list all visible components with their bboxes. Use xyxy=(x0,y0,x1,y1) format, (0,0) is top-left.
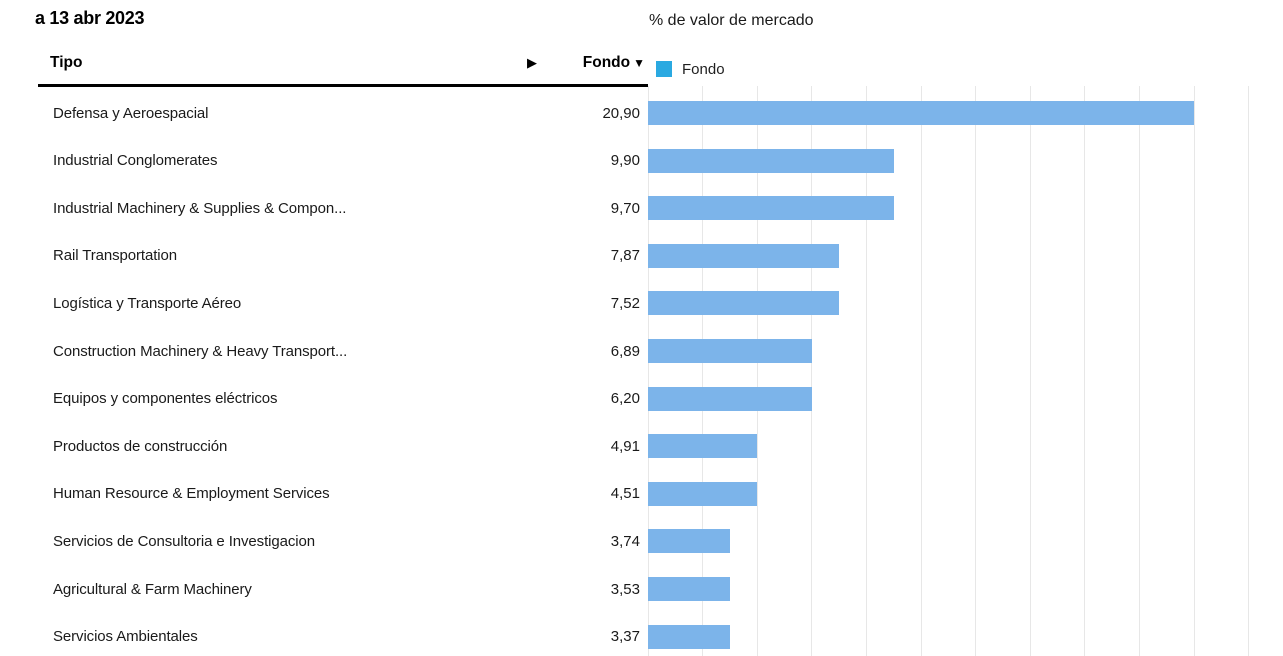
fondo-bar[interactable] xyxy=(648,196,894,221)
fondo-value: 6,89 xyxy=(610,342,640,360)
table-row: Productos de construcción 4,91 xyxy=(53,422,640,470)
fondo-value: 4,91 xyxy=(610,437,640,455)
fondo-bar[interactable] xyxy=(648,529,730,554)
fondo-bar[interactable] xyxy=(648,291,840,316)
fondo-bar[interactable] xyxy=(648,624,730,649)
sector-label: Equipos y componentes eléctricos xyxy=(53,390,278,408)
sector-label: Human Resource & Employment Services xyxy=(53,485,330,503)
grid-line xyxy=(975,86,977,656)
fondo-bar[interactable] xyxy=(648,434,758,459)
as-of-date: a 13 abr 2023 xyxy=(35,8,145,28)
column-header-fondo-label: Fondo xyxy=(582,54,631,71)
grid-line xyxy=(1029,86,1031,656)
fondo-value: 4,51 xyxy=(610,485,640,503)
legend-label: Fondo xyxy=(682,61,725,78)
grid-line xyxy=(920,86,922,656)
fondo-value: 7,87 xyxy=(610,247,640,265)
sector-label: Servicios Ambientales xyxy=(53,628,198,646)
grid-line xyxy=(647,86,649,656)
table-row: Industrial Machinery & Supplies & Compon… xyxy=(53,184,640,232)
grid-line xyxy=(702,86,704,656)
table-row: Construction Machinery & Heavy Transport… xyxy=(53,327,640,375)
grid-line xyxy=(1138,86,1140,656)
table-row: Logística y Transporte Aéreo 7,52 xyxy=(53,279,640,327)
fondo-value: 9,70 xyxy=(610,199,640,217)
sector-label: Productos de construcción xyxy=(53,437,228,455)
grid-line xyxy=(756,86,758,656)
table-row: Industrial Conglomerates 9,90 xyxy=(53,137,640,185)
fondo-bar[interactable] xyxy=(648,577,730,601)
column-header-tipo[interactable]: Tipo xyxy=(50,54,83,71)
fondo-value: 6,20 xyxy=(610,390,640,408)
chart-title: % de valor de mercado xyxy=(649,12,814,29)
fondo-value: 7,52 xyxy=(610,294,640,312)
grid-line xyxy=(865,86,867,656)
fondo-bar[interactable] xyxy=(648,243,840,268)
sector-label: Construction Machinery & Heavy Transport… xyxy=(53,342,348,360)
sort-desc-icon: ▼ xyxy=(633,56,645,70)
fondo-bar[interactable] xyxy=(648,481,758,506)
table-row: Servicios Ambientales 3,37 xyxy=(53,613,640,656)
fondo-value: 3,53 xyxy=(610,580,640,598)
sector-label: Defensa y Aeroespacial xyxy=(53,104,209,122)
fondo-value: 3,37 xyxy=(610,628,640,646)
table-row: Servicios de Consultoria e Investigacion… xyxy=(53,517,640,565)
sector-label: Agricultural & Farm Machinery xyxy=(53,580,252,598)
fondo-bar[interactable] xyxy=(648,386,812,411)
table-row: Defensa y Aeroespacial 20,90 xyxy=(53,89,640,137)
expand-columns-icon[interactable]: ▶ xyxy=(527,55,537,70)
fondo-value: 3,74 xyxy=(610,532,640,550)
fondo-value: 9,90 xyxy=(610,152,640,170)
sector-label: Servicios de Consultoria e Investigacion xyxy=(53,532,315,550)
grid-line xyxy=(1084,86,1086,656)
sector-label: Industrial Machinery & Supplies & Compon… xyxy=(53,199,347,217)
sector-label: Industrial Conglomerates xyxy=(53,152,218,170)
sector-label: Rail Transportation xyxy=(53,247,177,265)
table-row: Equipos y componentes eléctricos 6,20 xyxy=(53,375,640,423)
chart-legend-item-fondo[interactable]: Fondo xyxy=(656,60,725,78)
fondo-bar[interactable] xyxy=(648,339,812,363)
table-row: Agricultural & Farm Machinery 3,53 xyxy=(53,565,640,613)
fondo-bar[interactable] xyxy=(648,101,1194,125)
grid-line xyxy=(1193,86,1195,656)
legend-swatch-icon xyxy=(656,60,672,77)
grid-line xyxy=(1248,86,1250,656)
table-row: Rail Transportation 7,87 xyxy=(53,232,640,280)
fondo-bar[interactable] xyxy=(648,148,894,173)
column-header-fondo[interactable]: Fondo ▼ xyxy=(500,54,645,72)
grid-line xyxy=(811,86,813,656)
fondo-value: 20,90 xyxy=(602,104,640,122)
table-row: Human Resource & Employment Services 4,51 xyxy=(53,470,640,518)
header-divider xyxy=(38,84,648,87)
sector-label: Logística y Transporte Aéreo xyxy=(53,294,242,312)
